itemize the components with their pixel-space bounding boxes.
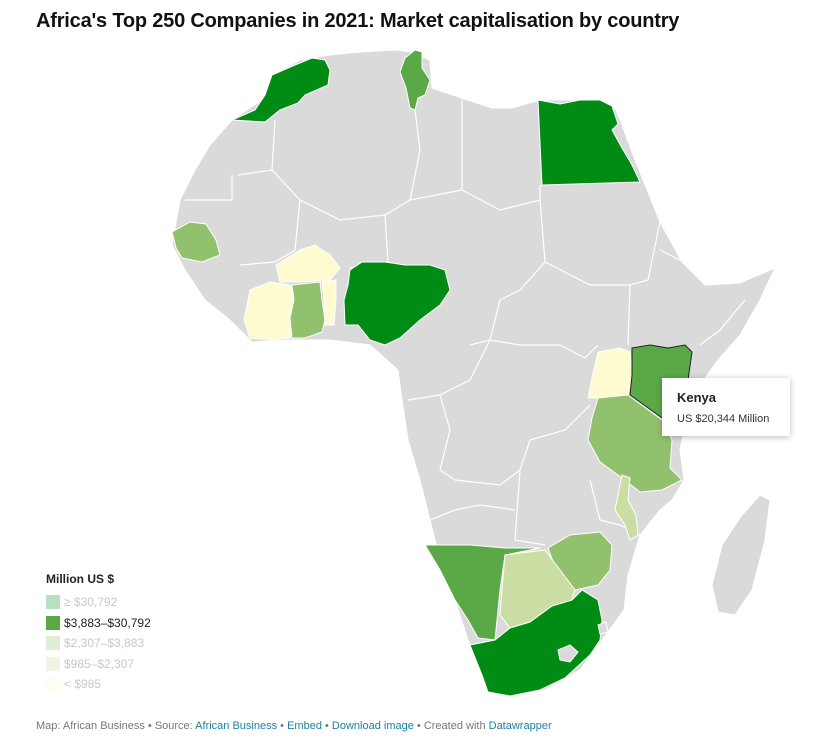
country-egypt[interactable] xyxy=(537,99,641,186)
legend-label: $2,307–$3,883 xyxy=(64,636,145,651)
legend-label: ≥ $30,792 xyxy=(64,595,118,610)
legend-title: Million US $ xyxy=(46,572,115,586)
country-togo-benin[interactable] xyxy=(321,279,337,326)
legend-items: ≥ $30,792 $3,883–$30,792 $2,307–$3,883 $985… xyxy=(46,592,151,695)
footer-created-with: Created with xyxy=(423,720,489,732)
chart-title: Africa's Top 250 Companies in 2021: Mark… xyxy=(36,10,680,32)
source-link[interactable]: African Business xyxy=(195,720,278,732)
footer-sep-2: • xyxy=(277,720,288,732)
madagascar xyxy=(711,494,771,616)
legend-swatch xyxy=(46,677,60,692)
legend-item[interactable]: ≥ $30,792 xyxy=(46,592,151,613)
datawrapper-link[interactable]: Datawrapper xyxy=(488,720,552,732)
legend-item[interactable]: $2,307–$3,883 xyxy=(46,633,151,654)
country-nigeria[interactable] xyxy=(343,261,451,346)
country-malawi[interactable] xyxy=(614,474,639,541)
legend-swatch xyxy=(46,636,60,651)
map-tooltip: Kenya US $20,344 Million xyxy=(662,378,790,436)
legend-item[interactable]: $3,883–$30,792 xyxy=(46,613,151,634)
footer-sep-3: • xyxy=(321,720,332,732)
country-lesotho xyxy=(557,644,579,663)
legend-swatch xyxy=(46,656,60,671)
country-south-africa[interactable] xyxy=(469,589,603,697)
country-tunisia[interactable] xyxy=(399,49,431,111)
footer-source-label: Source: xyxy=(154,720,196,732)
country-ghana[interactable] xyxy=(289,281,326,339)
footer-sep-4: • xyxy=(413,720,424,732)
legend-label: $3,883–$30,792 xyxy=(64,615,151,630)
legend-label: < $985 xyxy=(64,677,102,692)
legend: Million US $ ≥ $30,792 $3,883–$30,792 $2,3… xyxy=(46,572,151,695)
legend-swatch xyxy=(46,595,60,610)
download-image-link[interactable]: Download image xyxy=(331,720,414,732)
legend-item[interactable]: $985–$2,307 xyxy=(46,654,151,675)
legend-item[interactable]: < $985 xyxy=(46,674,151,695)
country-senegal[interactable] xyxy=(171,221,221,263)
country-cote-divoire[interactable] xyxy=(243,281,296,341)
country-burkina-faso[interactable] xyxy=(275,244,341,283)
country-eswatini xyxy=(597,621,609,635)
footer-map-by: Map: African Business xyxy=(36,720,145,732)
country-namibia[interactable] xyxy=(424,544,541,641)
country-morocco[interactable] xyxy=(231,57,331,123)
footer-sep-1: • xyxy=(144,720,155,732)
legend-label: $985–$2,307 xyxy=(64,656,135,671)
embed-link[interactable]: Embed xyxy=(287,720,322,732)
footer: Map: African Business • Source: African … xyxy=(36,720,552,732)
legend-swatch xyxy=(46,615,60,630)
tooltip-value: US $20,344 Million xyxy=(677,413,770,425)
tooltip-country: Kenya xyxy=(677,390,717,405)
